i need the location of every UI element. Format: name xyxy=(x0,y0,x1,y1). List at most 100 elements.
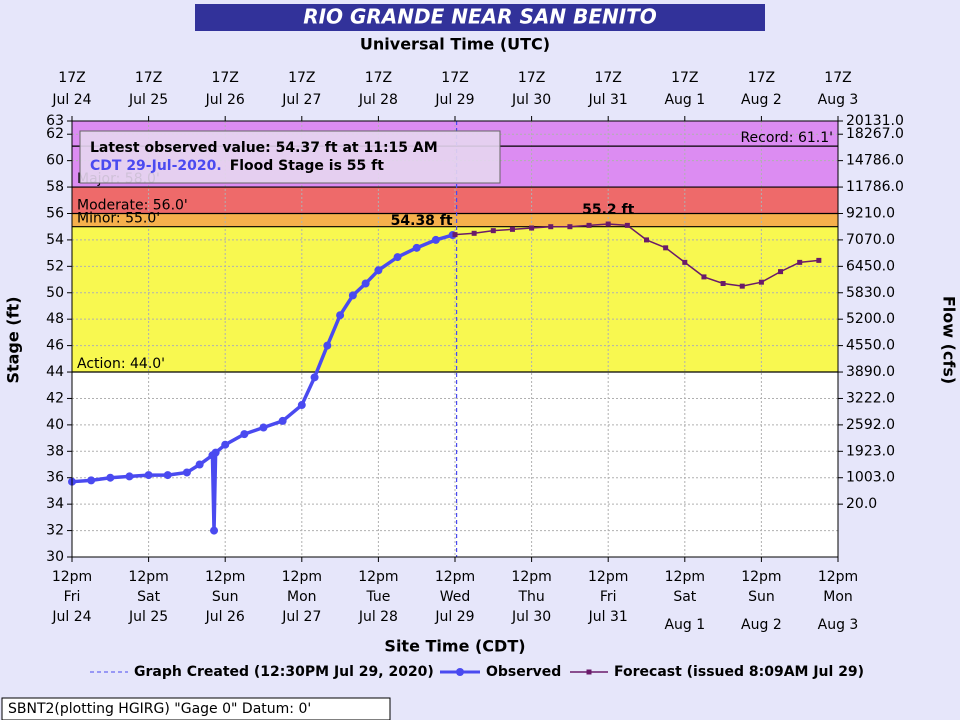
forecast-point xyxy=(739,283,745,289)
x-tick-label: Jul 27 xyxy=(281,609,321,625)
x-tick-label: Aug 3 xyxy=(818,617,859,633)
observed-point xyxy=(393,253,402,262)
y2-tick-label: 7070.0 xyxy=(846,232,895,248)
x-tick-label: Sat xyxy=(137,589,160,605)
x2-tick-label: 17Z xyxy=(748,70,775,86)
x-axis-title: Site Time (CDT) xyxy=(384,637,525,656)
observed-point xyxy=(361,279,370,288)
observed-point xyxy=(297,401,306,410)
y-tick-label: 34 xyxy=(46,496,64,512)
y-tick-label: 38 xyxy=(46,443,64,459)
x-tick-label: Mon xyxy=(823,589,853,605)
observed-point xyxy=(323,341,332,350)
y-tick-label: 60 xyxy=(46,153,64,169)
observed-point xyxy=(374,266,383,275)
x-tick-label: 12pm xyxy=(128,569,168,585)
y-tick-label: 56 xyxy=(46,205,64,221)
y-axis-title: Stage (ft) xyxy=(4,296,23,383)
x-tick-label: 12pm xyxy=(741,569,781,585)
x2-tick-label: Aug 3 xyxy=(818,92,859,108)
x-tick-label: Fri xyxy=(600,589,617,605)
x2-tick-label: 17Z xyxy=(135,70,162,86)
y-tick-label: 30 xyxy=(46,549,64,565)
observed-point xyxy=(125,472,134,481)
observed-point xyxy=(259,423,268,432)
forecast-point xyxy=(471,230,477,236)
x-tick-label: Thu xyxy=(517,589,544,605)
forecast-point xyxy=(529,225,535,231)
info-box xyxy=(79,130,501,184)
forecast-point xyxy=(509,226,515,232)
forecast-point xyxy=(778,269,784,275)
x2-tick-label: Jul 28 xyxy=(358,92,398,108)
x-tick-label: Jul 29 xyxy=(434,609,474,625)
observed-point xyxy=(211,448,220,457)
y2-tick-label: 20131.0 xyxy=(846,113,904,129)
x2-tick-label: Jul 27 xyxy=(281,92,321,108)
x2-tick-label: Aug 1 xyxy=(664,92,705,108)
x2-tick-label: 17Z xyxy=(58,70,85,86)
forecast-point xyxy=(682,259,688,265)
observed-point xyxy=(412,243,421,252)
footer-box xyxy=(1,697,391,720)
y-tick-label: 36 xyxy=(46,470,64,486)
x-tick-label: 12pm xyxy=(665,569,705,585)
x-tick-label: 12pm xyxy=(205,569,245,585)
x-tick-label: 12pm xyxy=(818,569,858,585)
footer: SBNT2(plotting HGIRG) "Gage 0" Datum: 0' xyxy=(8,701,311,717)
info-flood-stage: Flood Stage is 55 ft xyxy=(230,158,385,174)
observed-point xyxy=(210,526,219,535)
record-label: Record: 61.1' xyxy=(740,130,833,146)
x-tick-label: 12pm xyxy=(52,569,92,585)
y2-tick-label: 20.0 xyxy=(846,496,877,512)
y2-tick-label: 6450.0 xyxy=(846,258,895,274)
y-tick-label: 40 xyxy=(46,417,64,433)
y2-tick-label: 11786.0 xyxy=(846,179,904,195)
y2-tick-label: 9210.0 xyxy=(846,205,895,221)
x2-tick-label: Jul 29 xyxy=(434,92,474,108)
y2-axis-title: Flow (cfs) xyxy=(940,296,959,384)
x-tick-label: Aug 2 xyxy=(741,617,782,633)
x2-tick-label: Jul 25 xyxy=(128,92,168,108)
forecast-point xyxy=(701,274,707,280)
y-tick-label: 52 xyxy=(46,258,64,274)
x-tick-label: 12pm xyxy=(511,569,551,585)
info-date: CDT 29-Jul-2020. xyxy=(90,158,222,174)
flood-band xyxy=(72,213,838,227)
forecast-point xyxy=(548,224,554,230)
observed-point xyxy=(182,468,191,477)
y2-tick-label: 1923.0 xyxy=(846,443,895,459)
info-line: CDT 29-Jul-2020. Flood Stage is 55 ft xyxy=(90,158,384,174)
observed-point xyxy=(336,311,345,320)
x2-tick-label: Jul 26 xyxy=(205,92,245,108)
title-bar xyxy=(195,4,765,31)
info-line: Latest observed value: 54.37 ft at 11:15… xyxy=(90,140,438,156)
y2-tick-label: 2592.0 xyxy=(846,417,895,433)
x2-tick-label: 17Z xyxy=(518,70,545,86)
x-tick-label: 12pm xyxy=(282,569,322,585)
x2-tick-label: 17Z xyxy=(441,70,468,86)
annotation: 55.2 ft xyxy=(582,202,635,218)
y2-tick-label: 3222.0 xyxy=(846,390,895,406)
y2-tick-label: 1003.0 xyxy=(846,470,895,486)
observed-point xyxy=(278,416,287,425)
flood-label: Moderate: 56.0' xyxy=(77,197,188,213)
forecast-point xyxy=(644,237,649,243)
observed-point xyxy=(144,471,153,480)
x2-tick-label: 17Z xyxy=(594,70,621,86)
y2-tick-label: 18267.0 xyxy=(846,126,904,142)
forecast-point xyxy=(586,222,592,228)
x2-tick-label: Jul 24 xyxy=(51,92,91,108)
flood-label: Action: 44.0' xyxy=(77,356,165,372)
x-tick-label: 12pm xyxy=(588,569,628,585)
observed-point xyxy=(87,476,96,485)
y-tick-label: 54 xyxy=(46,232,64,248)
x-tick-label: Wed xyxy=(440,589,471,605)
x2-tick-label: 17Z xyxy=(671,70,698,86)
y2-tick-label: 14786.0 xyxy=(846,153,904,169)
x2-tick-label: Jul 30 xyxy=(511,92,551,108)
chart-title: RIO GRANDE NEAR SAN BENITO xyxy=(303,5,657,29)
x-tick-label: Jul 31 xyxy=(588,609,628,625)
y-tick-label: 42 xyxy=(46,390,64,406)
